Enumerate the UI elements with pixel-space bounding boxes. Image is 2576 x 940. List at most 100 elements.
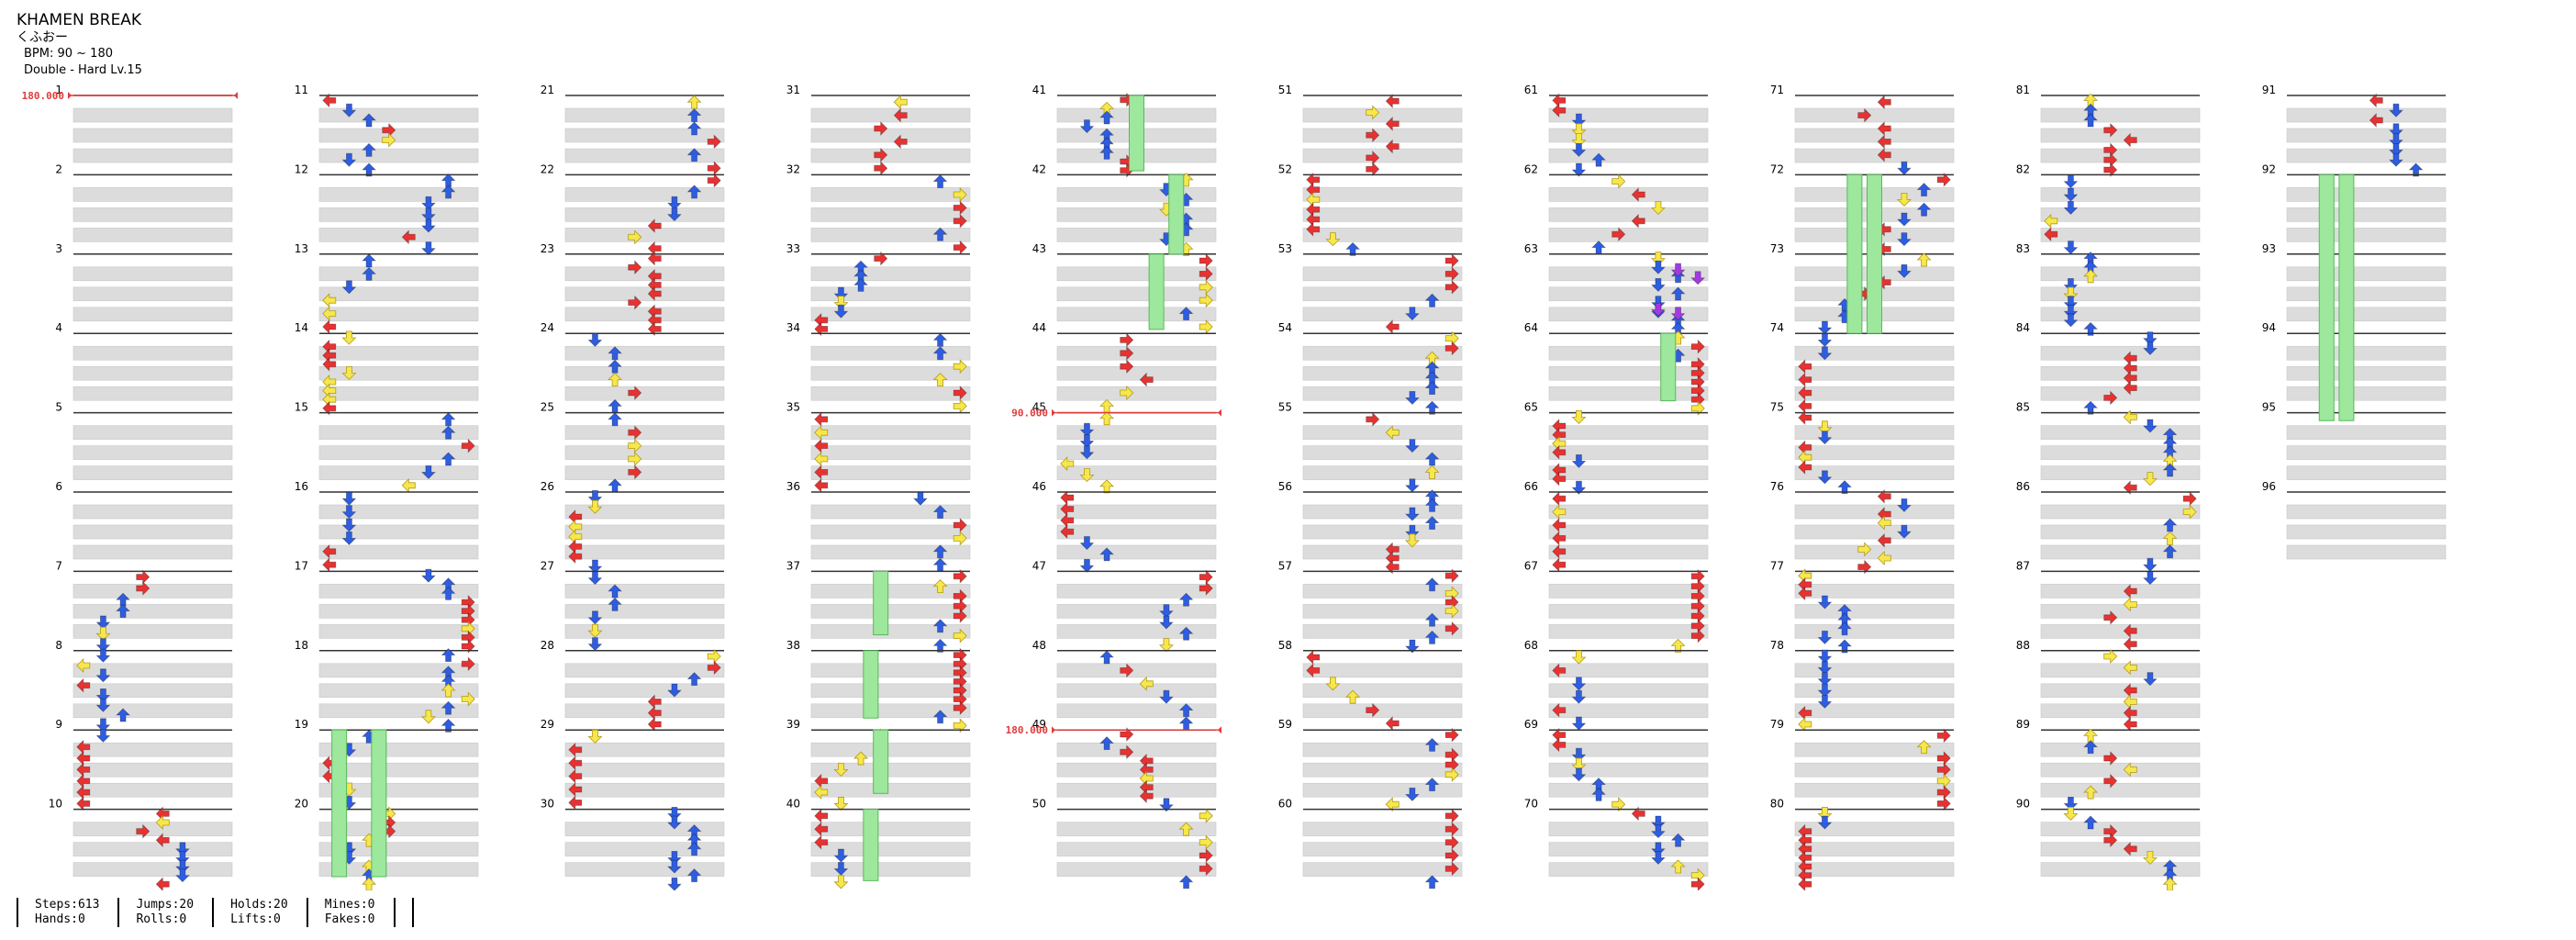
step-arrow xyxy=(568,768,583,784)
step-arrow xyxy=(587,610,603,625)
beat-stripe xyxy=(1794,107,1955,123)
beat-stripe xyxy=(1794,345,1955,361)
step-arrow xyxy=(2103,162,2118,177)
step-arrow xyxy=(2123,623,2137,639)
step-arrow xyxy=(322,306,337,321)
step-arrow xyxy=(401,477,416,493)
stat-hands: Hands:0 xyxy=(35,912,85,926)
step-arrow xyxy=(666,851,682,865)
step-arrow xyxy=(608,597,623,611)
step-arrow xyxy=(628,229,642,245)
step-arrow xyxy=(76,658,91,673)
step-arrow xyxy=(1896,192,1912,207)
step-arrow xyxy=(833,296,849,310)
step-arrow xyxy=(628,464,642,480)
step-arrow xyxy=(1571,480,1587,495)
beat-stripe xyxy=(1302,762,1463,778)
measure-number: 75 xyxy=(1770,401,1784,414)
step-arrow xyxy=(1798,717,1812,732)
beat-stripe xyxy=(2040,822,2201,836)
step-arrow xyxy=(1199,266,1213,282)
measure-number: 88 xyxy=(2016,639,2030,652)
step-arrow xyxy=(1552,663,1567,678)
hold-note xyxy=(863,809,879,881)
measure-number: 31 xyxy=(786,84,800,96)
measure-number: 47 xyxy=(1032,559,1046,572)
step-arrow xyxy=(2103,773,2118,789)
step-arrow xyxy=(1611,797,1626,812)
measure-number: 20 xyxy=(295,798,308,811)
beat-stripe xyxy=(1056,742,1217,757)
step-arrow xyxy=(440,586,456,600)
beat-stripe xyxy=(1794,386,1955,401)
stat-mines: Mines:0 xyxy=(324,898,375,912)
beat-stripe xyxy=(72,266,233,282)
measure-number: 93 xyxy=(2262,242,2276,255)
step-arrow xyxy=(420,465,436,479)
beat-stripe xyxy=(1548,228,1709,242)
step-arrow xyxy=(1611,173,1626,189)
step-arrow xyxy=(932,544,948,559)
beat-stripe xyxy=(2040,762,2201,778)
step-arrow xyxy=(1199,253,1213,268)
step-arrow xyxy=(1936,796,1951,811)
step-arrow xyxy=(932,638,948,653)
beat-stripe xyxy=(72,703,233,719)
step-arrow xyxy=(1424,737,1440,752)
beat-stripe xyxy=(810,425,971,440)
step-arrow xyxy=(874,121,888,136)
step-arrow xyxy=(155,833,170,848)
beat-stripe xyxy=(564,524,725,540)
beat-stripe xyxy=(1794,584,1955,599)
step-arrow xyxy=(1798,359,1812,375)
beat-stripe xyxy=(72,624,233,639)
beat-stripe xyxy=(318,207,479,222)
step-arrow xyxy=(2182,491,2197,507)
step-arrow xyxy=(686,868,702,882)
beat-stripe xyxy=(2040,386,2201,401)
step-arrow xyxy=(686,185,702,199)
beat-stripe xyxy=(1548,742,1709,757)
beat-stripe xyxy=(1302,624,1463,639)
step-arrow xyxy=(2388,142,2403,157)
step-arrow xyxy=(2103,390,2118,406)
step-arrow xyxy=(1099,110,1115,125)
beat-stripe xyxy=(2286,107,2447,123)
step-arrow xyxy=(1877,488,1891,504)
step-arrow xyxy=(174,842,190,856)
step-arrow xyxy=(1199,580,1213,596)
step-arrow xyxy=(874,251,888,266)
step-arrow xyxy=(1817,683,1833,698)
step-arrow xyxy=(932,557,948,572)
step-arrow xyxy=(932,373,948,387)
beat-stripe xyxy=(564,228,725,242)
step-arrow xyxy=(420,218,436,233)
beat-stripe xyxy=(2286,544,2447,560)
step-arrow xyxy=(1444,767,1459,782)
step-arrow xyxy=(1571,650,1587,665)
hold-note xyxy=(1867,173,1882,334)
step-arrow xyxy=(1896,263,1912,278)
beat-stripe xyxy=(1548,307,1709,322)
step-arrow xyxy=(1079,119,1095,134)
step-arrow xyxy=(2083,400,2099,415)
beat-stripe xyxy=(1794,862,1955,877)
step-arrow xyxy=(1817,320,1833,335)
step-arrow xyxy=(362,266,377,281)
stat-jumps: Jumps:20 xyxy=(136,898,195,912)
step-arrow xyxy=(628,386,642,400)
step-arrow xyxy=(1178,626,1194,641)
beat-stripe xyxy=(318,742,479,757)
step-arrow xyxy=(2103,122,2118,138)
beat-stripe xyxy=(72,663,233,678)
step-arrow xyxy=(814,834,829,850)
hold-note xyxy=(1129,95,1144,172)
stat-rolls: Rolls:0 xyxy=(136,912,187,926)
step-arrow xyxy=(2162,531,2178,545)
step-arrow xyxy=(2162,463,2178,477)
song-header: KHAMEN BREAK くふおー BPM: 90 ~ 180 Double -… xyxy=(17,11,142,79)
step-arrow xyxy=(1571,689,1587,704)
beat-stripe xyxy=(2040,782,2201,798)
measure-number: 82 xyxy=(2016,162,2030,175)
beat-stripe xyxy=(1056,386,1217,401)
